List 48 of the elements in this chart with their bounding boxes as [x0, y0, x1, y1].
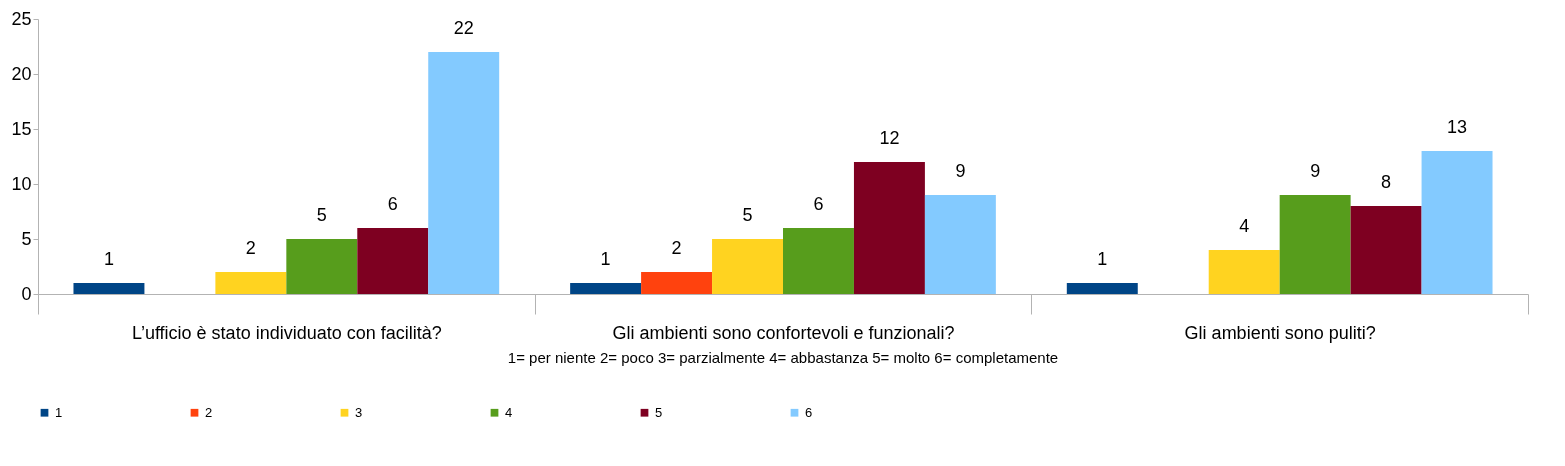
bar	[1208, 250, 1280, 294]
data-label: 6	[813, 194, 824, 214]
x-tick-label: L’ufficio è stato individuato con facilità?	[131, 322, 442, 343]
y-tick-label: 10	[11, 173, 32, 194]
bar	[357, 228, 429, 294]
data-label: 5	[316, 205, 327, 225]
y-tick-label: 5	[21, 228, 32, 249]
legend-label: 3	[355, 404, 363, 420]
data-label: 12	[879, 128, 900, 148]
bar	[853, 162, 925, 294]
legend-label: 4	[505, 404, 513, 420]
data-label: 6	[387, 194, 398, 214]
x-tick-label: Gli ambienti sono confortevoli e funzionali?	[612, 322, 955, 343]
data-label: 1	[1097, 249, 1108, 269]
data-label: 8	[1381, 172, 1392, 192]
bar	[428, 52, 500, 294]
data-label: 9	[1310, 161, 1321, 181]
y-tick-label: 25	[11, 8, 32, 29]
bar	[924, 195, 996, 294]
y-tick-label: 15	[11, 118, 32, 139]
data-label: 5	[742, 205, 753, 225]
bar	[215, 272, 287, 294]
y-tick-label: 0	[21, 283, 32, 304]
x-tick-label: Gli ambienti sono puliti?	[1184, 322, 1376, 343]
bar	[1279, 195, 1351, 294]
data-label: 2	[671, 238, 682, 258]
bar	[712, 239, 783, 294]
data-label: 1	[600, 249, 611, 269]
bar	[570, 283, 642, 294]
data-label: 2	[245, 238, 256, 258]
bar	[783, 228, 854, 294]
text: 1= per niente 2= poco 3= parzialmente 4= abbastanza 5= molto 6= completamente	[507, 349, 1059, 366]
legend-label: 2	[205, 404, 213, 420]
legend-label: 1	[55, 404, 63, 420]
bar	[73, 283, 145, 294]
data-label: 1	[103, 249, 114, 269]
bar	[1421, 151, 1493, 294]
data-label: 9	[955, 161, 966, 181]
bar	[286, 239, 358, 294]
data-label: 4	[1239, 216, 1250, 236]
bar	[1350, 206, 1422, 294]
y-tick-label: 20	[11, 63, 32, 84]
legend-label: 5	[655, 404, 663, 420]
data-label: 13	[1447, 117, 1468, 137]
legend-label: 6	[805, 404, 813, 420]
bar	[641, 272, 713, 294]
data-label: 22	[453, 18, 474, 38]
bar	[1066, 283, 1138, 294]
